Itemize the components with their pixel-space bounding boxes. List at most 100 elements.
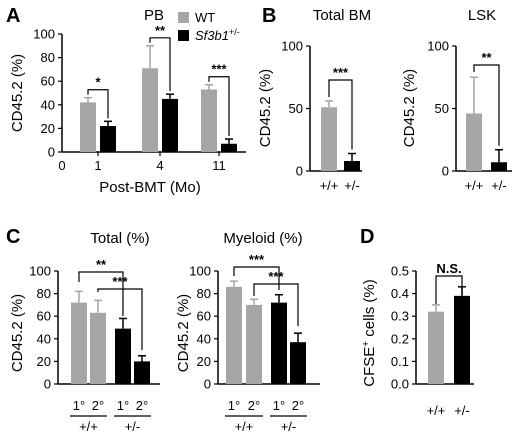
y-tick-label: 50 (289, 101, 303, 116)
bar (246, 304, 262, 384)
chart-total-bm: 0 50 100 Total BM CD45.2 (%) +/+ +/- *** (257, 7, 371, 193)
y-tick-label: 0.0 (391, 377, 409, 392)
y-tick-label: 0.2 (391, 331, 409, 346)
panel-label-c: C (6, 226, 20, 248)
y-axis-label: CD45.2 (%) (257, 69, 274, 147)
legend-label-wt: WT (195, 10, 215, 25)
x-tick-label: 2° (292, 398, 304, 413)
x-tick-label: 2° (248, 398, 260, 413)
y-tick-label: 0.5 (391, 264, 409, 279)
x-tick-label: +/+ (465, 178, 484, 193)
significance-bracket (473, 64, 500, 146)
bar (428, 311, 444, 384)
group-label: +/- (125, 419, 141, 434)
y-tick-label: 40 (197, 331, 211, 346)
x-tick-label: +/- (344, 178, 360, 193)
legend: WT Sf3b1+/- (178, 10, 240, 43)
chart-title: Total BM (313, 7, 371, 24)
chart-title: Total (%) (90, 230, 149, 247)
x-tick-label: 1 (94, 158, 101, 173)
chart-title: Myeloid (%) (223, 230, 302, 247)
x-tick-label: 1° (228, 398, 240, 413)
y-tick-label: 0.4 (391, 286, 409, 301)
group-label: +/+ (79, 419, 98, 434)
y-tick-label: 80 (37, 286, 51, 301)
bar (71, 302, 87, 384)
chart-title: LSK (468, 7, 496, 24)
y-tick-label: 100 (33, 27, 55, 42)
chart-myeloid: 0 20 40 60 80 100 Myeloid (%) CD45.2 (%) 1° 2° 1° 2… (175, 230, 320, 434)
chart-lsk: 0 50 100 LSK CD45.2 (%) +/+ +/- ** (401, 7, 512, 193)
bar (142, 68, 158, 152)
y-tick-label: 40 (41, 97, 55, 112)
y-tick-label: 40 (37, 331, 51, 346)
x-tick-label: +/- (454, 403, 470, 418)
legend-swatch-wt (178, 12, 189, 23)
significance-label: ** (155, 23, 166, 38)
y-axis-label: CFSE+ cells (%) (361, 279, 379, 387)
significance-bracket (328, 79, 353, 150)
panel-label-d: D (360, 226, 374, 248)
x-tick-label: 2° (136, 398, 148, 413)
x-axis-label: Post-BMT (Mo) (99, 179, 200, 196)
significance-label: * (95, 75, 101, 90)
y-tick-label: 60 (41, 74, 55, 89)
significance-bracket (149, 37, 171, 92)
y-tick-label: 0 (204, 377, 211, 392)
x-tick-label: +/+ (320, 178, 339, 193)
significance-bracket (233, 266, 280, 290)
y-tick-label: 100 (281, 39, 303, 54)
significance-label: ** (481, 50, 492, 65)
x-tick-label: 1° (73, 398, 85, 413)
x-tick-label: +/- (491, 178, 507, 193)
bar (90, 312, 106, 384)
significance-bracket (87, 89, 109, 119)
bar (271, 302, 287, 384)
x-tick-label: +/+ (427, 403, 446, 418)
bar (491, 162, 507, 171)
x-tick-label: 4 (156, 158, 163, 173)
y-tick-label: 0 (44, 377, 51, 392)
chart-title: PB (144, 7, 164, 24)
y-tick-label: 80 (41, 50, 55, 65)
legend-swatch-sf3b1 (178, 30, 189, 41)
significance-bracket (78, 271, 124, 316)
y-tick-label: 100 (189, 264, 211, 279)
bar (226, 286, 242, 384)
significance-label: *** (333, 65, 349, 80)
significance-label: ** (96, 257, 107, 272)
y-tick-label: 50 (435, 101, 449, 116)
y-tick-label: 0.1 (391, 354, 409, 369)
legend-label-sf3b1: Sf3b1+/- (195, 27, 240, 43)
bar (221, 143, 237, 152)
y-tick-label: 100 (427, 39, 449, 54)
group-label: +/+ (235, 419, 254, 434)
chart-cfse: 0.0 0.1 0.2 0.3 0.4 0.5 CFSE+ cells (%) +/+ +/- N… (361, 261, 474, 418)
bar (290, 342, 306, 384)
y-tick-label: 0 (48, 145, 55, 160)
significance-bracket (97, 288, 143, 350)
bar (201, 89, 217, 152)
significance-label: *** (249, 252, 265, 267)
y-axis-label: CD45.2 (%) (9, 54, 26, 132)
x-tick-label: 1° (117, 398, 129, 413)
x-tick-label: 2° (92, 398, 104, 413)
significance-label: *** (268, 269, 284, 284)
chart-total: 0 20 40 60 80 100 Total (%) CD45.2 (%) 1° 2° 1° 2° +… (9, 230, 160, 434)
chart-pb: 0 20 40 60 80 100 PB CD45.2 (%) 0 1 * 4 ** 11 *** Post-… (9, 7, 246, 196)
y-tick-label: 80 (197, 286, 211, 301)
bar (344, 161, 360, 171)
y-axis-label: CD45.2 (%) (401, 69, 418, 147)
panel-label-a: A (6, 5, 20, 27)
group-label: +/- (281, 419, 297, 434)
x-tick-label: 11 (212, 158, 226, 173)
y-tick-label: 0 (442, 164, 449, 179)
y-tick-label: 20 (37, 354, 51, 369)
bar (134, 361, 150, 384)
significance-bracket (435, 275, 463, 304)
significance-label: *** (211, 62, 227, 77)
bar (321, 107, 337, 171)
bar (162, 98, 178, 152)
y-tick-label: 100 (29, 264, 51, 279)
